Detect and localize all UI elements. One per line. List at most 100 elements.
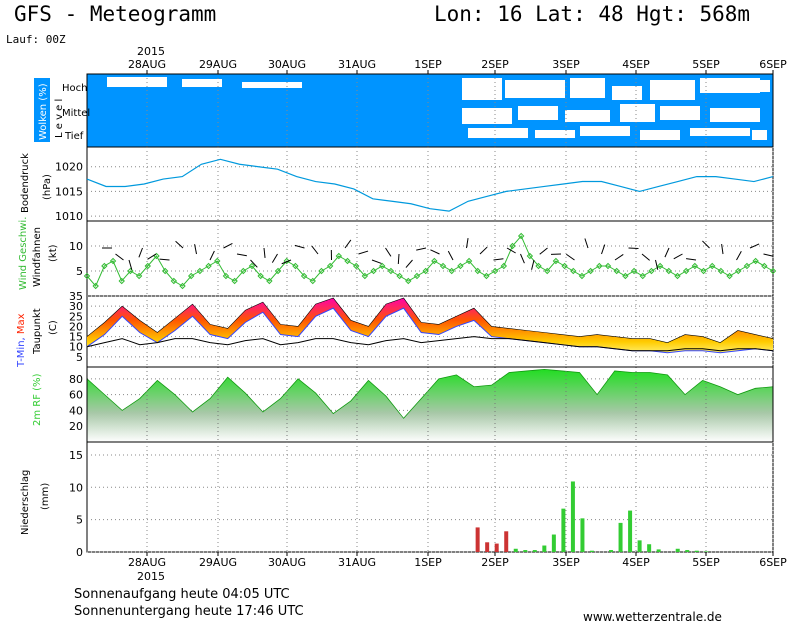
wind-speed-point [570,267,577,275]
wind-barb [539,247,548,255]
wind-frame [86,220,774,297]
day-label-bottom: 6SEP [759,556,787,569]
precip-bar [570,481,575,552]
temperature-ytick: 30 [69,300,83,313]
wind-speed-point [335,252,343,260]
wind-barb [175,240,184,249]
wind-speed-point [622,272,629,280]
cloud-gap [107,77,167,87]
wind-speed-point [309,277,316,285]
wind-barb [223,243,233,249]
wind-barb [397,253,400,265]
cloud-gap [518,106,558,120]
wind-barb [763,253,774,257]
cloud-level-hoch: Hoch [62,83,87,94]
precip-bar [523,550,528,552]
wind-barb [736,251,742,261]
wind-barb [641,253,650,261]
wind-barb [115,253,124,261]
precip-bar [551,534,556,552]
humidity-ytick: 20 [69,420,83,433]
wind-speed-point [448,267,455,275]
wind-speed-point [92,282,99,290]
cloud-gap [462,78,502,100]
wind-barb [466,238,469,249]
model-run-label: Lauf: 00Z [6,33,66,46]
cloud-gap [468,128,528,138]
cloud-gap [612,86,642,100]
cloud-level-tief: Tief [64,131,84,142]
wind-barb [416,247,427,251]
wind-speed-point [483,272,490,280]
wind-speed-point [187,272,195,280]
cloud-gap [740,80,770,92]
wind-barb [447,250,454,261]
humidity-ytick: 40 [69,404,83,417]
wind-speed-point [665,267,673,275]
wind-speed-point [465,257,473,265]
precip-bar [647,544,652,552]
cloud-gap [752,130,767,140]
wind-speed-point [179,282,186,290]
pressure-ytick: 1015 [55,185,83,198]
precip-bar [475,527,480,552]
precip-ylabel-name: Niederschlag [20,470,31,535]
precip-bar [494,543,499,552]
wind-barb [702,240,710,249]
cloud-gap [182,79,222,87]
wind-speed-point [326,262,334,270]
wind-speed-point [196,267,204,275]
wind-speed-point [491,267,499,275]
wind-barb [664,247,670,258]
day-label-top: 4SEP [622,58,650,71]
day-label-top: 3SEP [552,58,580,71]
cloud-gap [620,104,655,122]
wind-speed-point [630,267,638,275]
wind-speed-point [578,272,586,280]
credit-link[interactable]: www.wetterzentrale.de [583,610,722,624]
wind-speed-point [431,257,438,265]
wind-barb [673,253,683,260]
day-label-top: 5SEP [692,58,720,71]
wind-speed-point [283,257,290,265]
wind-speed-point [709,262,716,270]
precip-ytick: 10 [69,481,83,494]
wind-speed-point [318,267,325,275]
cloud-gap [462,108,512,124]
wind-barb [358,250,369,255]
precip-bar [675,548,680,552]
humidity-ylabel: 2m RF (%) [32,373,43,426]
wind-ylabel-unit: (kt) [48,244,59,262]
temperature-ylabel-minmax: T-Min, Max [16,313,27,368]
wind-ytick: 5 [76,265,83,278]
cloud-ylabel-bg [34,78,50,142]
wind-speed-point [613,267,620,275]
precip-bar [694,550,699,552]
wind-barb [281,259,292,265]
pressure-line [86,158,774,212]
wind-barb [686,258,697,261]
precip-bar [513,548,518,552]
wind-speed-point [743,262,751,270]
wind-speed-point [344,257,351,265]
wind-speed-point [422,267,429,275]
day-label-top: 31AUG [338,58,376,71]
cloud-gap [242,82,302,88]
wind-barb [128,259,133,270]
cloud-gap [710,108,760,122]
wind-speed-point [370,267,377,275]
wind-speed-point [674,272,681,280]
wind-speed-point [761,262,768,270]
day-label-bottom: 29AUG [199,556,237,569]
day-label-bottom: 1SEP [414,556,442,569]
wind-speed-point [361,272,369,280]
wind-barb [628,247,639,250]
precip-bar [618,522,623,552]
wind-barb [506,247,516,254]
cloud-gap [505,80,565,98]
wind-speed-point [700,267,707,275]
precip-bar [542,545,547,552]
wind-ylabel-barbs: Windfahnen [32,227,43,287]
precip-ylabel-unit: (mm) [40,483,51,510]
